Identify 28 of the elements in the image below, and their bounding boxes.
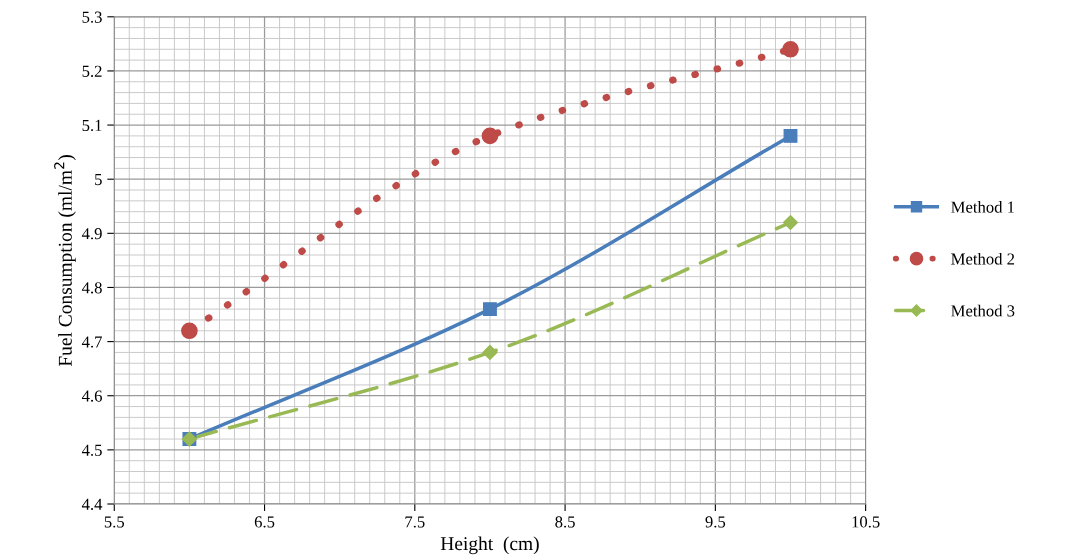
- y-tick-label: 4.5: [81, 444, 102, 456]
- x-tick-label: 8.5: [555, 516, 575, 528]
- point: [782, 214, 799, 231]
- point: [482, 344, 498, 360]
- y-axis-title: Fuel Consumption (ml/m$^{2}$): [54, 155, 76, 367]
- point: [483, 302, 497, 317]
- y-tick-label: 5.3: [82, 11, 102, 23]
- legend-label: Method 2: [951, 252, 1015, 265]
- legend-label: Method 1: [951, 201, 1015, 213]
- y-tick-label: 4.8: [81, 282, 102, 294]
- y-tick-label: 4.9: [81, 228, 102, 240]
- point: [481, 127, 499, 145]
- x-axis-title: Height (cm): [440, 536, 539, 555]
- y-tick-label: 4.4: [81, 498, 103, 511]
- point: [783, 128, 798, 143]
- y-tick-label: 5: [95, 174, 102, 186]
- x-tick-label: 7.5: [405, 516, 425, 528]
- y-tick-label: 5.2: [82, 65, 102, 77]
- y-tick-label: 4.6: [81, 390, 102, 402]
- x-tick-label: 5.5: [104, 516, 125, 528]
- legend-label: Method 3: [951, 304, 1015, 317]
- x-tick-label: 9.5: [705, 516, 726, 528]
- x-tick-label: 6.5: [254, 516, 275, 528]
- y-tick-label: 5.1: [82, 119, 102, 132]
- point: [181, 322, 198, 340]
- y-tick-label: 4.7: [81, 336, 102, 348]
- x-tick-label: 10.5: [852, 516, 880, 528]
- point: [782, 40, 799, 58]
